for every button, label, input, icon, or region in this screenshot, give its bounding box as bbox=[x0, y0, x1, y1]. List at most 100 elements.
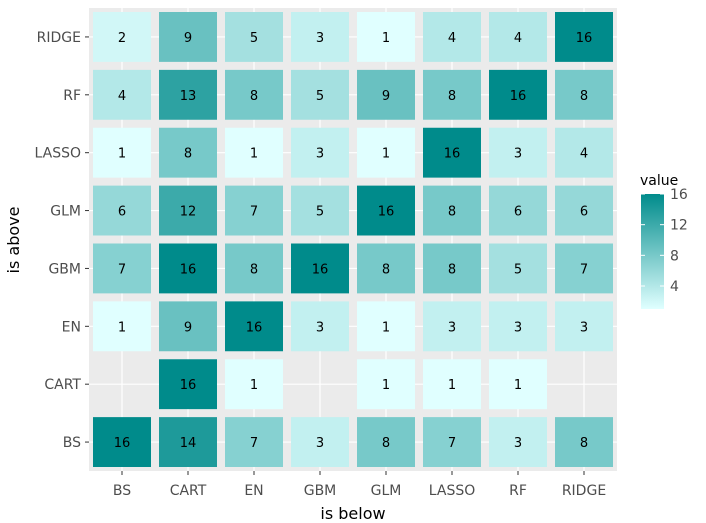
legend: value 4 8 12 16 bbox=[640, 173, 688, 309]
y-tick-label: EN bbox=[62, 319, 81, 335]
cell-value-label: 7 bbox=[580, 262, 588, 277]
heatmap-cell bbox=[489, 127, 547, 178]
heatmap-cell bbox=[423, 417, 481, 467]
heatmap-cell bbox=[555, 417, 613, 467]
heatmap-cell bbox=[489, 12, 547, 62]
heatmap-cell bbox=[225, 185, 283, 236]
x-tick-label: RF bbox=[509, 483, 527, 499]
cell-value-label: 4 bbox=[580, 147, 588, 162]
heatmap-cell bbox=[291, 12, 349, 62]
heatmap-cell bbox=[159, 127, 217, 178]
heatmap-cell bbox=[357, 359, 415, 410]
heatmap-cell bbox=[423, 359, 481, 410]
heatmap-cell bbox=[555, 12, 613, 62]
heatmap-cell bbox=[357, 69, 415, 120]
heatmap-cell bbox=[159, 69, 217, 120]
cell-value-label: 1 bbox=[382, 378, 390, 393]
heatmap-cell bbox=[159, 301, 217, 352]
heatmap-cell bbox=[555, 243, 613, 294]
heatmap-cell bbox=[357, 417, 415, 467]
cell-value-label: 16 bbox=[444, 147, 461, 162]
heatmap-cell bbox=[159, 359, 217, 410]
heatmap-cell bbox=[159, 417, 217, 467]
cell-value-label: 3 bbox=[316, 147, 324, 162]
cell-value-label: 5 bbox=[316, 89, 324, 104]
heatmap-cell bbox=[291, 417, 349, 467]
cell-value-label: 6 bbox=[580, 205, 588, 220]
cell-value-label: 8 bbox=[580, 89, 588, 104]
cell-value-label: 4 bbox=[448, 31, 456, 46]
cell-value-label: 8 bbox=[250, 89, 258, 104]
cell-value-label: 1 bbox=[250, 378, 258, 393]
cell-value-label: 7 bbox=[118, 262, 126, 277]
x-tick-label: GLM bbox=[371, 483, 402, 499]
cell-value-label: 3 bbox=[580, 320, 588, 335]
cell-value-label: 5 bbox=[514, 262, 522, 277]
heatmap-cell bbox=[489, 359, 547, 410]
heatmap-cell bbox=[423, 12, 481, 62]
y-axis-label: is above bbox=[4, 207, 23, 274]
cell-value-label: 6 bbox=[514, 205, 522, 220]
x-tick-label: BS bbox=[113, 483, 131, 499]
cell-value-label: 1 bbox=[382, 31, 390, 46]
cell-value-label: 3 bbox=[316, 320, 324, 335]
cell-value-label: 16 bbox=[576, 31, 593, 46]
heatmap-cell bbox=[489, 243, 547, 294]
heatmap-cell bbox=[489, 417, 547, 467]
heatmap-cell bbox=[555, 69, 613, 120]
heatmap-cell bbox=[357, 243, 415, 294]
cell-value-label: 12 bbox=[180, 205, 197, 220]
cell-value-label: 14 bbox=[180, 436, 197, 451]
heatmap-cell bbox=[159, 185, 217, 236]
legend-tick-label: 4 bbox=[670, 279, 679, 295]
cell-value-label: 1 bbox=[514, 378, 522, 393]
y-tick-label: CART bbox=[44, 377, 81, 393]
heatmap-cell bbox=[423, 127, 481, 178]
cell-value-label: 9 bbox=[184, 31, 192, 46]
heatmap-cell bbox=[555, 301, 613, 352]
x-tick-label: GBM bbox=[304, 483, 337, 499]
cell-value-label: 1 bbox=[448, 378, 456, 393]
cell-value-label: 9 bbox=[382, 89, 390, 104]
heatmap-cell bbox=[225, 12, 283, 62]
cell-value-label: 4 bbox=[118, 89, 126, 104]
legend-colorbar bbox=[641, 194, 664, 309]
heatmap-cell bbox=[357, 301, 415, 352]
cell-value-label: 3 bbox=[514, 320, 522, 335]
x-tick-label: EN bbox=[244, 483, 263, 499]
cell-value-label: 1 bbox=[118, 147, 126, 162]
cell-value-label: 3 bbox=[316, 31, 324, 46]
heatmap-cell bbox=[489, 69, 547, 120]
cell-value-label: 16 bbox=[378, 205, 395, 220]
cell-value-label: 6 bbox=[118, 205, 126, 220]
heatmap-cell bbox=[423, 69, 481, 120]
cell-value-label: 8 bbox=[184, 147, 192, 162]
cell-value-label: 8 bbox=[448, 205, 456, 220]
cell-value-label: 7 bbox=[250, 436, 258, 451]
heatmap-cell bbox=[159, 12, 217, 62]
cell-value-label: 8 bbox=[382, 436, 390, 451]
heatmap-cell bbox=[291, 301, 349, 352]
heatmap-cell bbox=[225, 417, 283, 467]
y-tick-label: GLM bbox=[50, 204, 81, 220]
heatmap-cell bbox=[489, 185, 547, 236]
cell-value-label: 8 bbox=[580, 436, 588, 451]
heatmap-cell bbox=[225, 301, 283, 352]
cell-value-label: 16 bbox=[510, 89, 527, 104]
cell-value-label: 1 bbox=[250, 147, 258, 162]
heatmap-cell bbox=[225, 359, 283, 410]
cell-value-label: 3 bbox=[448, 320, 456, 335]
cell-value-label: 16 bbox=[180, 262, 197, 277]
cell-value-label: 16 bbox=[180, 378, 197, 393]
y-tick-label: RF bbox=[63, 88, 81, 104]
cell-value-label: 3 bbox=[514, 436, 522, 451]
heatmap-cell bbox=[291, 127, 349, 178]
cell-value-label: 16 bbox=[312, 262, 329, 277]
y-tick-label: LASSO bbox=[35, 146, 82, 162]
cell-value-label: 4 bbox=[514, 31, 522, 46]
cell-value-label: 5 bbox=[316, 205, 324, 220]
x-tick-label: CART bbox=[170, 483, 207, 499]
heatmap-cell bbox=[225, 243, 283, 294]
cell-value-label: 5 bbox=[250, 31, 258, 46]
